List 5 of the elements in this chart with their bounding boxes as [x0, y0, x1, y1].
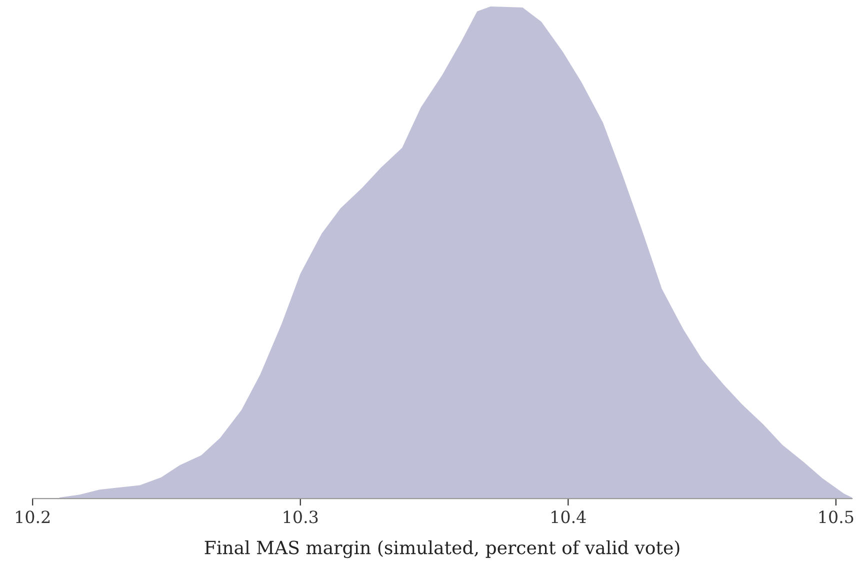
x-tick-label: 10.3	[284, 510, 318, 524]
x-axis-title: Final MAS margin (simulated, percent of valid vote)	[204, 540, 680, 558]
x-tick-label: 10.5	[819, 510, 854, 524]
x-tick-label: 10.4	[552, 510, 586, 524]
x-tick-label: 10.2	[16, 510, 50, 524]
